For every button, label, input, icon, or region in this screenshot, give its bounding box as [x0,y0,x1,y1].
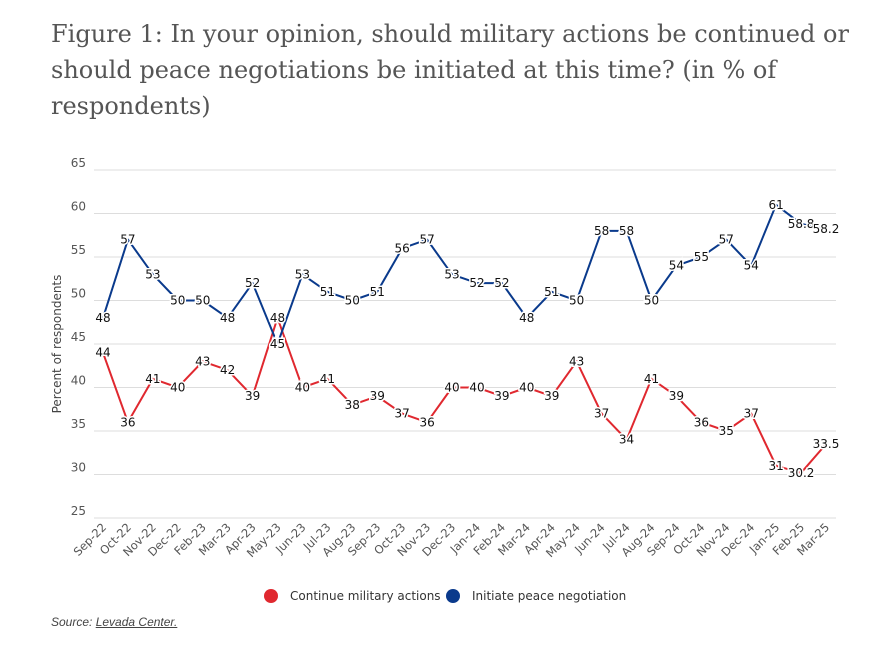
data-label: 57 [120,233,135,247]
data-label: 51 [320,285,335,299]
chart-title-line-2: should peace negotiations be initiated a… [51,56,777,84]
y-tick-label: 65 [71,156,86,170]
data-label: 40 [170,381,185,395]
data-label: 61 [768,198,783,212]
data-label: 48 [95,311,110,325]
data-label: 55 [694,250,709,264]
data-label: 53 [295,267,310,281]
x-axis-ticks: Sep-22Oct-22Nov-22Dec-22Feb-23Mar-23Apr-… [71,520,833,560]
data-label: 58.8 [788,217,815,231]
data-label: 31 [768,459,783,473]
data-label: 37 [594,407,609,421]
chart-title-line-1: Figure 1: In your opinion, should milita… [51,20,849,48]
data-label: 58 [594,224,609,238]
y-tick-label: 50 [71,287,86,301]
data-label: 30.2 [788,466,815,480]
data-label: 39 [245,389,260,403]
data-label: 52 [494,276,509,290]
data-label: 58 [619,224,634,238]
data-label: 36 [120,415,135,429]
y-tick-label: 45 [71,330,86,344]
data-label: 50 [170,294,185,308]
data-label: 39 [494,389,509,403]
chart-title-line-3: respondents) [51,92,211,120]
legend-marker-1 [446,589,460,603]
data-label: 37 [395,407,410,421]
y-tick-label: 35 [71,417,86,431]
y-axis-ticks: 25 30 35 40 45 50 55 60 65 [71,156,86,518]
legend-label-1: Initiate peace negotiation [472,589,626,603]
data-label: 37 [744,407,759,421]
data-label: 45 [270,337,285,351]
data-label: 54 [744,259,759,273]
y-tick-label: 30 [71,461,86,475]
data-label: 40 [469,381,484,395]
data-label: 54 [669,259,684,273]
series-line-1 [102,203,827,345]
data-label: 39 [669,389,684,403]
data-label: 40 [519,381,534,395]
chart-title: Figure 1: In your opinion, should milita… [51,16,851,124]
data-label: 48 [519,311,534,325]
data-label: 41 [644,372,659,386]
y-tick-label: 40 [71,374,86,388]
source-label: Source: [51,615,96,629]
data-label: 33.5 [813,437,840,451]
line-chart: 25 30 35 40 45 50 55 60 65 Percent of respondent… [50,156,841,603]
data-label: 48 [220,311,235,325]
data-label: 57 [719,233,734,247]
data-label: 50 [195,294,210,308]
data-label: 44 [95,346,110,360]
data-label: 40 [295,381,310,395]
data-label: 57 [419,233,434,247]
data-label: 39 [370,389,385,403]
data-label: 52 [469,276,484,290]
gridlines [94,169,836,519]
data-label: 53 [145,267,160,281]
source-link[interactable]: Levada Center. [95,615,178,629]
y-tick-label: 25 [71,504,86,518]
data-label: 41 [145,372,160,386]
data-label: 53 [444,267,459,281]
data-label: 36 [419,415,434,429]
legend: Continue military actions Initiate peace … [264,589,626,603]
data-label: 43 [195,354,210,368]
data-label: 51 [370,285,385,299]
data-label: 43 [569,354,584,368]
legend-marker-0 [264,589,278,603]
data-label: 56 [395,241,410,255]
data-labels: 44 36 41 40 43 42 39 48 40 41 38 39 37 36 40 40 39 40 39 43… [94,196,841,481]
data-label: 51 [544,285,559,299]
data-label: 58.2 [813,222,840,236]
y-axis-label: Percent of respondents [50,275,64,414]
source-note: Source: Levada Center. [51,615,177,629]
data-label: 34 [619,433,634,447]
data-label: 40 [444,381,459,395]
data-label: 42 [220,363,235,377]
series-line-0 [102,316,827,474]
data-label: 36 [694,415,709,429]
data-label: 52 [245,276,260,290]
y-tick-label: 60 [71,200,86,214]
data-label: 48 [270,311,285,325]
legend-label-0: Continue military actions [290,589,441,603]
series-group [102,203,827,474]
data-label: 39 [544,389,559,403]
data-label: 38 [345,398,360,412]
data-label: 41 [320,372,335,386]
data-label: 35 [719,424,734,438]
data-label: 50 [644,294,659,308]
data-label: 50 [569,294,584,308]
data-label: 50 [345,294,360,308]
y-tick-label: 55 [71,243,86,257]
